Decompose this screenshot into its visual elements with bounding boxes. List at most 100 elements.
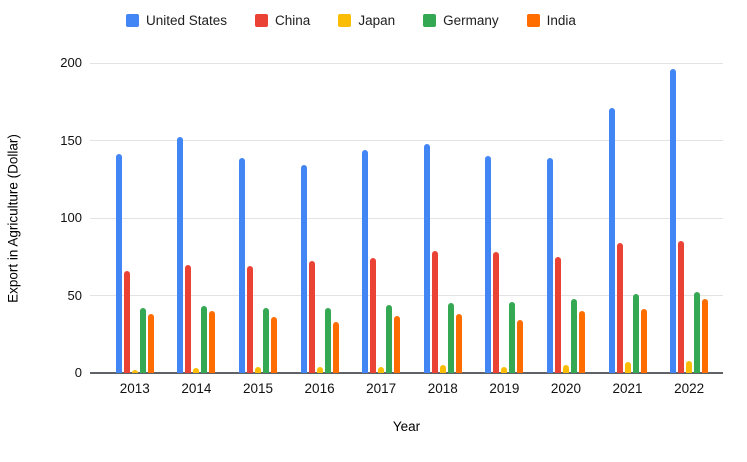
bar-series-container [104, 63, 720, 373]
bar-group-2020 [535, 63, 597, 373]
x-tick-label-2020: 2020 [550, 381, 581, 396]
legend-swatch-icon [526, 14, 540, 27]
gridline-100 [90, 217, 723, 219]
x-tick-label-2018: 2018 [427, 381, 458, 396]
legend-item-united-states: United States [126, 13, 227, 28]
bar-united-states-2016[interactable] [300, 165, 307, 373]
legend-item-china: China [255, 13, 310, 28]
bar-china-2018[interactable] [431, 250, 438, 373]
bar-japan-2022[interactable] [686, 360, 693, 373]
bar-group-2021 [597, 63, 659, 373]
legend-item-japan: Japan [338, 13, 395, 28]
y-tick-label-200: 200 [60, 55, 82, 70]
x-tick-label-2019: 2019 [489, 381, 520, 396]
gridline-200 [90, 62, 723, 64]
legend-label: Japan [358, 13, 396, 28]
x-tick-label-2015: 2015 [242, 381, 273, 396]
bar-china-2016[interactable] [308, 261, 315, 373]
y-tick-label-0: 0 [74, 365, 82, 380]
bar-united-states-2013[interactable] [115, 154, 122, 373]
bar-japan-2017[interactable] [378, 366, 385, 373]
x-tick-label-2017: 2017 [366, 381, 397, 396]
plot-area [90, 62, 723, 373]
gridline-150 [90, 140, 723, 141]
bar-japan-2015[interactable] [254, 366, 261, 373]
bar-germany-2013[interactable] [139, 307, 146, 373]
legend-label: United States [146, 13, 228, 28]
bar-united-states-2015[interactable] [238, 157, 245, 373]
bar-india-2016[interactable] [332, 321, 339, 373]
y-tick-label-150: 150 [60, 132, 82, 148]
bar-group-2019 [474, 63, 536, 373]
x-tick-label-2022: 2022 [674, 381, 705, 396]
bar-japan-2019[interactable] [501, 366, 508, 373]
bar-germany-2020[interactable] [570, 298, 577, 373]
legend-swatch-icon [255, 14, 269, 27]
bar-china-2021[interactable] [616, 242, 623, 373]
bar-china-2022[interactable] [678, 241, 685, 373]
bar-group-2013 [104, 63, 166, 373]
bar-india-2021[interactable] [640, 309, 647, 373]
bar-india-2014[interactable] [209, 311, 216, 373]
bar-united-states-2020[interactable] [546, 157, 553, 373]
bar-germany-2014[interactable] [201, 306, 208, 373]
bar-united-states-2021[interactable] [608, 107, 615, 373]
legend-label: China [275, 13, 311, 28]
legend-label: Germany [443, 13, 499, 28]
bar-united-states-2022[interactable] [670, 69, 677, 373]
bar-group-2014 [166, 63, 228, 373]
bar-india-2013[interactable] [147, 314, 154, 373]
x-axis-title: Year [392, 419, 421, 434]
bar-united-states-2017[interactable] [362, 149, 369, 373]
bar-japan-2020[interactable] [562, 365, 569, 373]
bar-germany-2019[interactable] [509, 301, 516, 373]
bar-united-states-2019[interactable] [485, 156, 492, 373]
bar-japan-2018[interactable] [439, 365, 446, 373]
bar-china-2020[interactable] [554, 256, 561, 373]
bar-china-2015[interactable] [246, 266, 253, 373]
bar-india-2015[interactable] [270, 317, 277, 373]
x-tick-label-2021: 2021 [612, 381, 643, 396]
bar-group-2022 [658, 63, 720, 373]
bar-japan-2013[interactable] [131, 369, 138, 373]
y-tick-label-50: 50 [67, 287, 82, 303]
legend-swatch-icon [338, 14, 352, 27]
legend-item-india: India [526, 13, 576, 28]
x-tick-label-2013: 2013 [119, 381, 150, 396]
bar-japan-2014[interactable] [193, 368, 200, 373]
bar-germany-2022[interactable] [694, 292, 701, 373]
bar-germany-2021[interactable] [632, 293, 639, 373]
bar-india-2018[interactable] [455, 314, 462, 373]
legend-item-germany: Germany [423, 13, 499, 28]
bar-india-2022[interactable] [702, 298, 709, 373]
x-tick-label-2014: 2014 [181, 381, 212, 396]
bar-china-2017[interactable] [370, 258, 377, 373]
bar-united-states-2018[interactable] [423, 143, 430, 373]
x-tick-label-2016: 2016 [304, 381, 335, 396]
bar-india-2019[interactable] [517, 320, 524, 373]
bar-japan-2021[interactable] [624, 362, 631, 373]
legend-swatch-icon [423, 14, 437, 27]
bar-india-2020[interactable] [578, 311, 585, 373]
bar-group-2018 [412, 63, 474, 373]
bar-united-states-2014[interactable] [177, 137, 184, 373]
y-tick-label-100: 100 [60, 210, 82, 225]
chart-legend: United States China Japan Germany India [126, 13, 576, 28]
bar-china-2013[interactable] [123, 270, 130, 373]
legend-swatch-icon [126, 14, 139, 27]
bar-group-2017 [350, 63, 412, 373]
bar-group-2015 [227, 63, 289, 373]
bar-germany-2017[interactable] [386, 304, 393, 373]
x-axis-baseline [90, 372, 723, 374]
gridline-50 [90, 295, 723, 296]
bar-germany-2016[interactable] [324, 307, 331, 373]
y-axis-tick-labels: 0 50 100 150 200 [0, 55, 82, 380]
bar-germany-2015[interactable] [262, 307, 269, 373]
bar-japan-2016[interactable] [316, 366, 323, 373]
bar-china-2019[interactable] [493, 252, 500, 373]
bar-germany-2018[interactable] [447, 303, 454, 373]
bar-china-2014[interactable] [185, 264, 192, 373]
bar-india-2017[interactable] [394, 315, 401, 373]
legend-label: India [546, 13, 576, 28]
